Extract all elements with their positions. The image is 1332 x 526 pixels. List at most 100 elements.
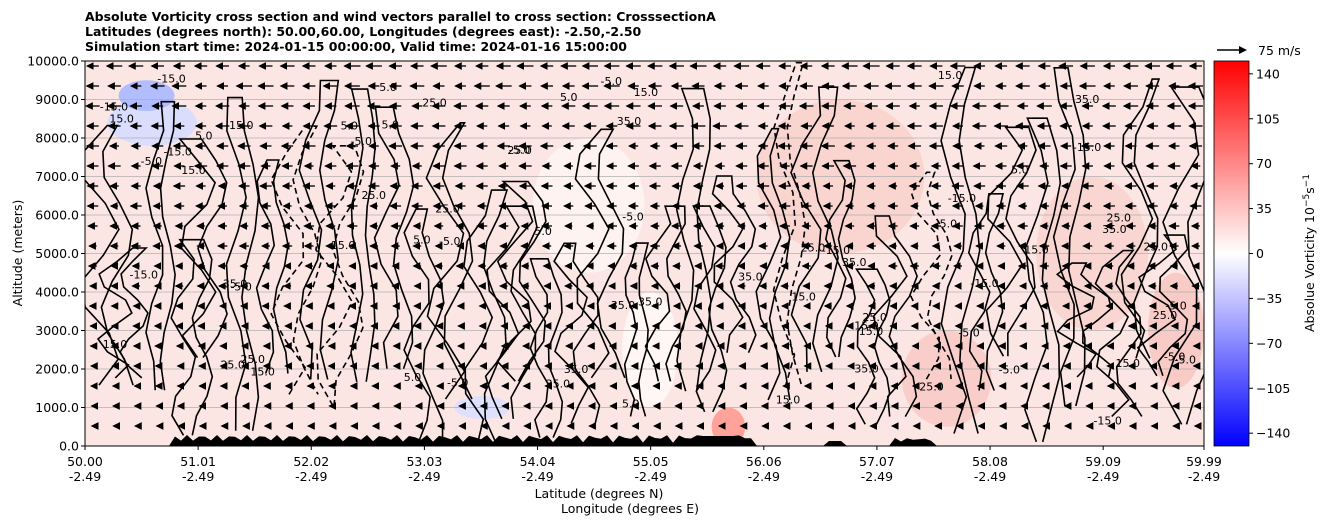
contour-line	[1136, 234, 1189, 377]
contour-label: 25.0	[1144, 241, 1169, 254]
contour-label: 25.0	[919, 381, 944, 394]
colorbar-tick-label-8: −140	[1256, 426, 1290, 441]
contour-label: 35.0	[738, 271, 763, 284]
chart-title-line-2: Latitudes (degrees north): 50.00,60.00, …	[85, 24, 642, 39]
y-tick-label-2: 2000.0	[35, 362, 79, 377]
colorbar-tick-label-1: 105	[1256, 111, 1280, 126]
contour-line	[373, 106, 415, 369]
y-tick-label-9: 9000.0	[35, 92, 79, 107]
y-tick-label-8: 8000.0	[35, 131, 79, 146]
x-tick-label-lat-1: 51.01	[180, 454, 216, 469]
x-tick-label-lon-1: -2.49	[182, 469, 214, 484]
y-tick-label-0: 0.0	[59, 439, 79, 454]
plot-area: -5.015.0-5.05.025.015.015.0-5.035.025.01…	[85, 61, 1204, 446]
colorbar-tick-label-0: 140	[1256, 66, 1280, 81]
contour-label: 25.0	[801, 242, 826, 255]
contour-label: -15.0	[1073, 141, 1101, 154]
x-axis-label-latitude: Latitude (degrees N)	[535, 486, 664, 501]
y-axis: 0.0 1000.0 2000.0 3000.0 4000.0 5000.0 6000.0 7…	[27, 54, 85, 454]
contour-label: 15.0	[331, 239, 356, 252]
contour-line	[403, 208, 445, 445]
contour-line	[1055, 262, 1113, 378]
x-tick-label-lon-4: -2.49	[521, 469, 553, 484]
colorbar-tick-label-4: 0	[1256, 246, 1264, 261]
contour-label: -15.0	[100, 100, 128, 113]
contour-label: 25.0	[422, 96, 447, 109]
contour-line	[96, 247, 149, 379]
contour-line	[298, 79, 340, 380]
y-tick-label-7: 7000.0	[35, 169, 79, 184]
contour-label: -5.0	[447, 376, 468, 389]
terrain-silhouette	[85, 435, 1204, 446]
contour-label: 15.0	[250, 366, 274, 379]
contour-label: 35.0	[1075, 93, 1100, 106]
x-axis-label-longitude: Longitude (degrees E)	[561, 501, 699, 516]
contour-label: 5.0	[622, 397, 640, 410]
contour-label: 35.0	[854, 362, 879, 375]
vorticity-pink-patch	[901, 330, 992, 427]
y-tick-label-1: 1000.0	[35, 400, 79, 415]
contour-label: -15.0	[948, 192, 976, 205]
contour-label: 35.0	[617, 115, 642, 128]
contour-label: 5.0	[534, 225, 552, 238]
contour-label: 5.0	[404, 371, 422, 384]
contour-label: -5.0	[622, 210, 643, 223]
x-tick-label-lat-9: 59.09	[1085, 454, 1121, 469]
colorbar-tick-label-6: −70	[1256, 336, 1282, 351]
vorticity-pale-patch	[398, 157, 455, 235]
colorbar-tick-label-3: 35	[1256, 201, 1272, 216]
x-tick-label-lat-0: 50.00	[67, 454, 103, 469]
contour-label: 25.0	[240, 353, 265, 366]
terrain	[85, 435, 1204, 446]
contour-line	[225, 96, 260, 431]
contour-label: -15.0	[157, 72, 185, 85]
contour-line	[170, 238, 214, 436]
contour-label: -15.0	[970, 277, 998, 290]
contour-line	[315, 145, 365, 407]
contour-label: 5.0	[560, 91, 578, 104]
contour-label: 5.0	[1011, 163, 1029, 176]
y-tick-label-4: 4000.0	[35, 285, 79, 300]
contour-label: 15.0	[938, 69, 963, 82]
colorbar-label: Absolue Vorticity 10−5s−1	[1302, 174, 1317, 332]
contour-label: 5.0	[940, 217, 958, 230]
contour-line	[711, 175, 757, 354]
contour-label: -5.0	[958, 326, 979, 339]
contour-label: 5.0	[195, 129, 213, 142]
y-tick-label-10: 10000.0	[27, 54, 79, 69]
x-axis: 50.00-2.4951.01-2.4952.02-2.4953.03-2.49…	[67, 446, 1222, 484]
contour-label: -15.0	[129, 268, 157, 281]
colorbar-tick-label-2: 70	[1256, 156, 1272, 171]
contour-line	[967, 193, 1005, 391]
y-tick-label-5: 5000.0	[35, 246, 79, 261]
x-tick-label-lon-6: -2.49	[748, 469, 780, 484]
contour-label: 35.0	[564, 363, 589, 376]
colorbar-tick-label-5: −35	[1256, 291, 1282, 306]
contour-label: 15.0	[109, 113, 134, 126]
colorbar-tick-label-7: −105	[1256, 381, 1290, 396]
contour-line	[1120, 78, 1161, 359]
contour-line	[755, 127, 791, 401]
contour-line	[255, 159, 289, 374]
colorbar-ticks: 140 105 70 35 0 −35 −70 −105 −140	[1249, 66, 1290, 441]
chart-title-line-1: Absolute Vorticity cross section and win…	[85, 9, 716, 24]
contour-label: -5.0	[230, 280, 251, 293]
x-tick-label-lat-2: 52.02	[293, 454, 329, 469]
x-tick-label-lon-8: -2.49	[974, 469, 1006, 484]
contour-line	[425, 122, 474, 400]
y-axis-label: Altitude (meters)	[10, 200, 25, 307]
contour-line	[484, 205, 538, 420]
colorbar-gradient	[1213, 60, 1250, 447]
contour-label: 25.0	[362, 189, 387, 202]
contour-label: 15.0	[103, 338, 128, 351]
contour-label: -5.0	[439, 235, 460, 248]
contour-line	[1094, 249, 1143, 417]
x-tick-label-lon-9: -2.49	[1087, 469, 1119, 484]
contour-label: 15.0	[791, 291, 816, 304]
contour-label: 35.0	[546, 377, 571, 390]
y-tick-label-6: 6000.0	[35, 208, 79, 223]
x-tick-label-lat-7: 57.07	[859, 454, 895, 469]
x-tick-label-lat-3: 53.03	[406, 454, 442, 469]
x-tick-label-lat-6: 56.06	[746, 454, 782, 469]
